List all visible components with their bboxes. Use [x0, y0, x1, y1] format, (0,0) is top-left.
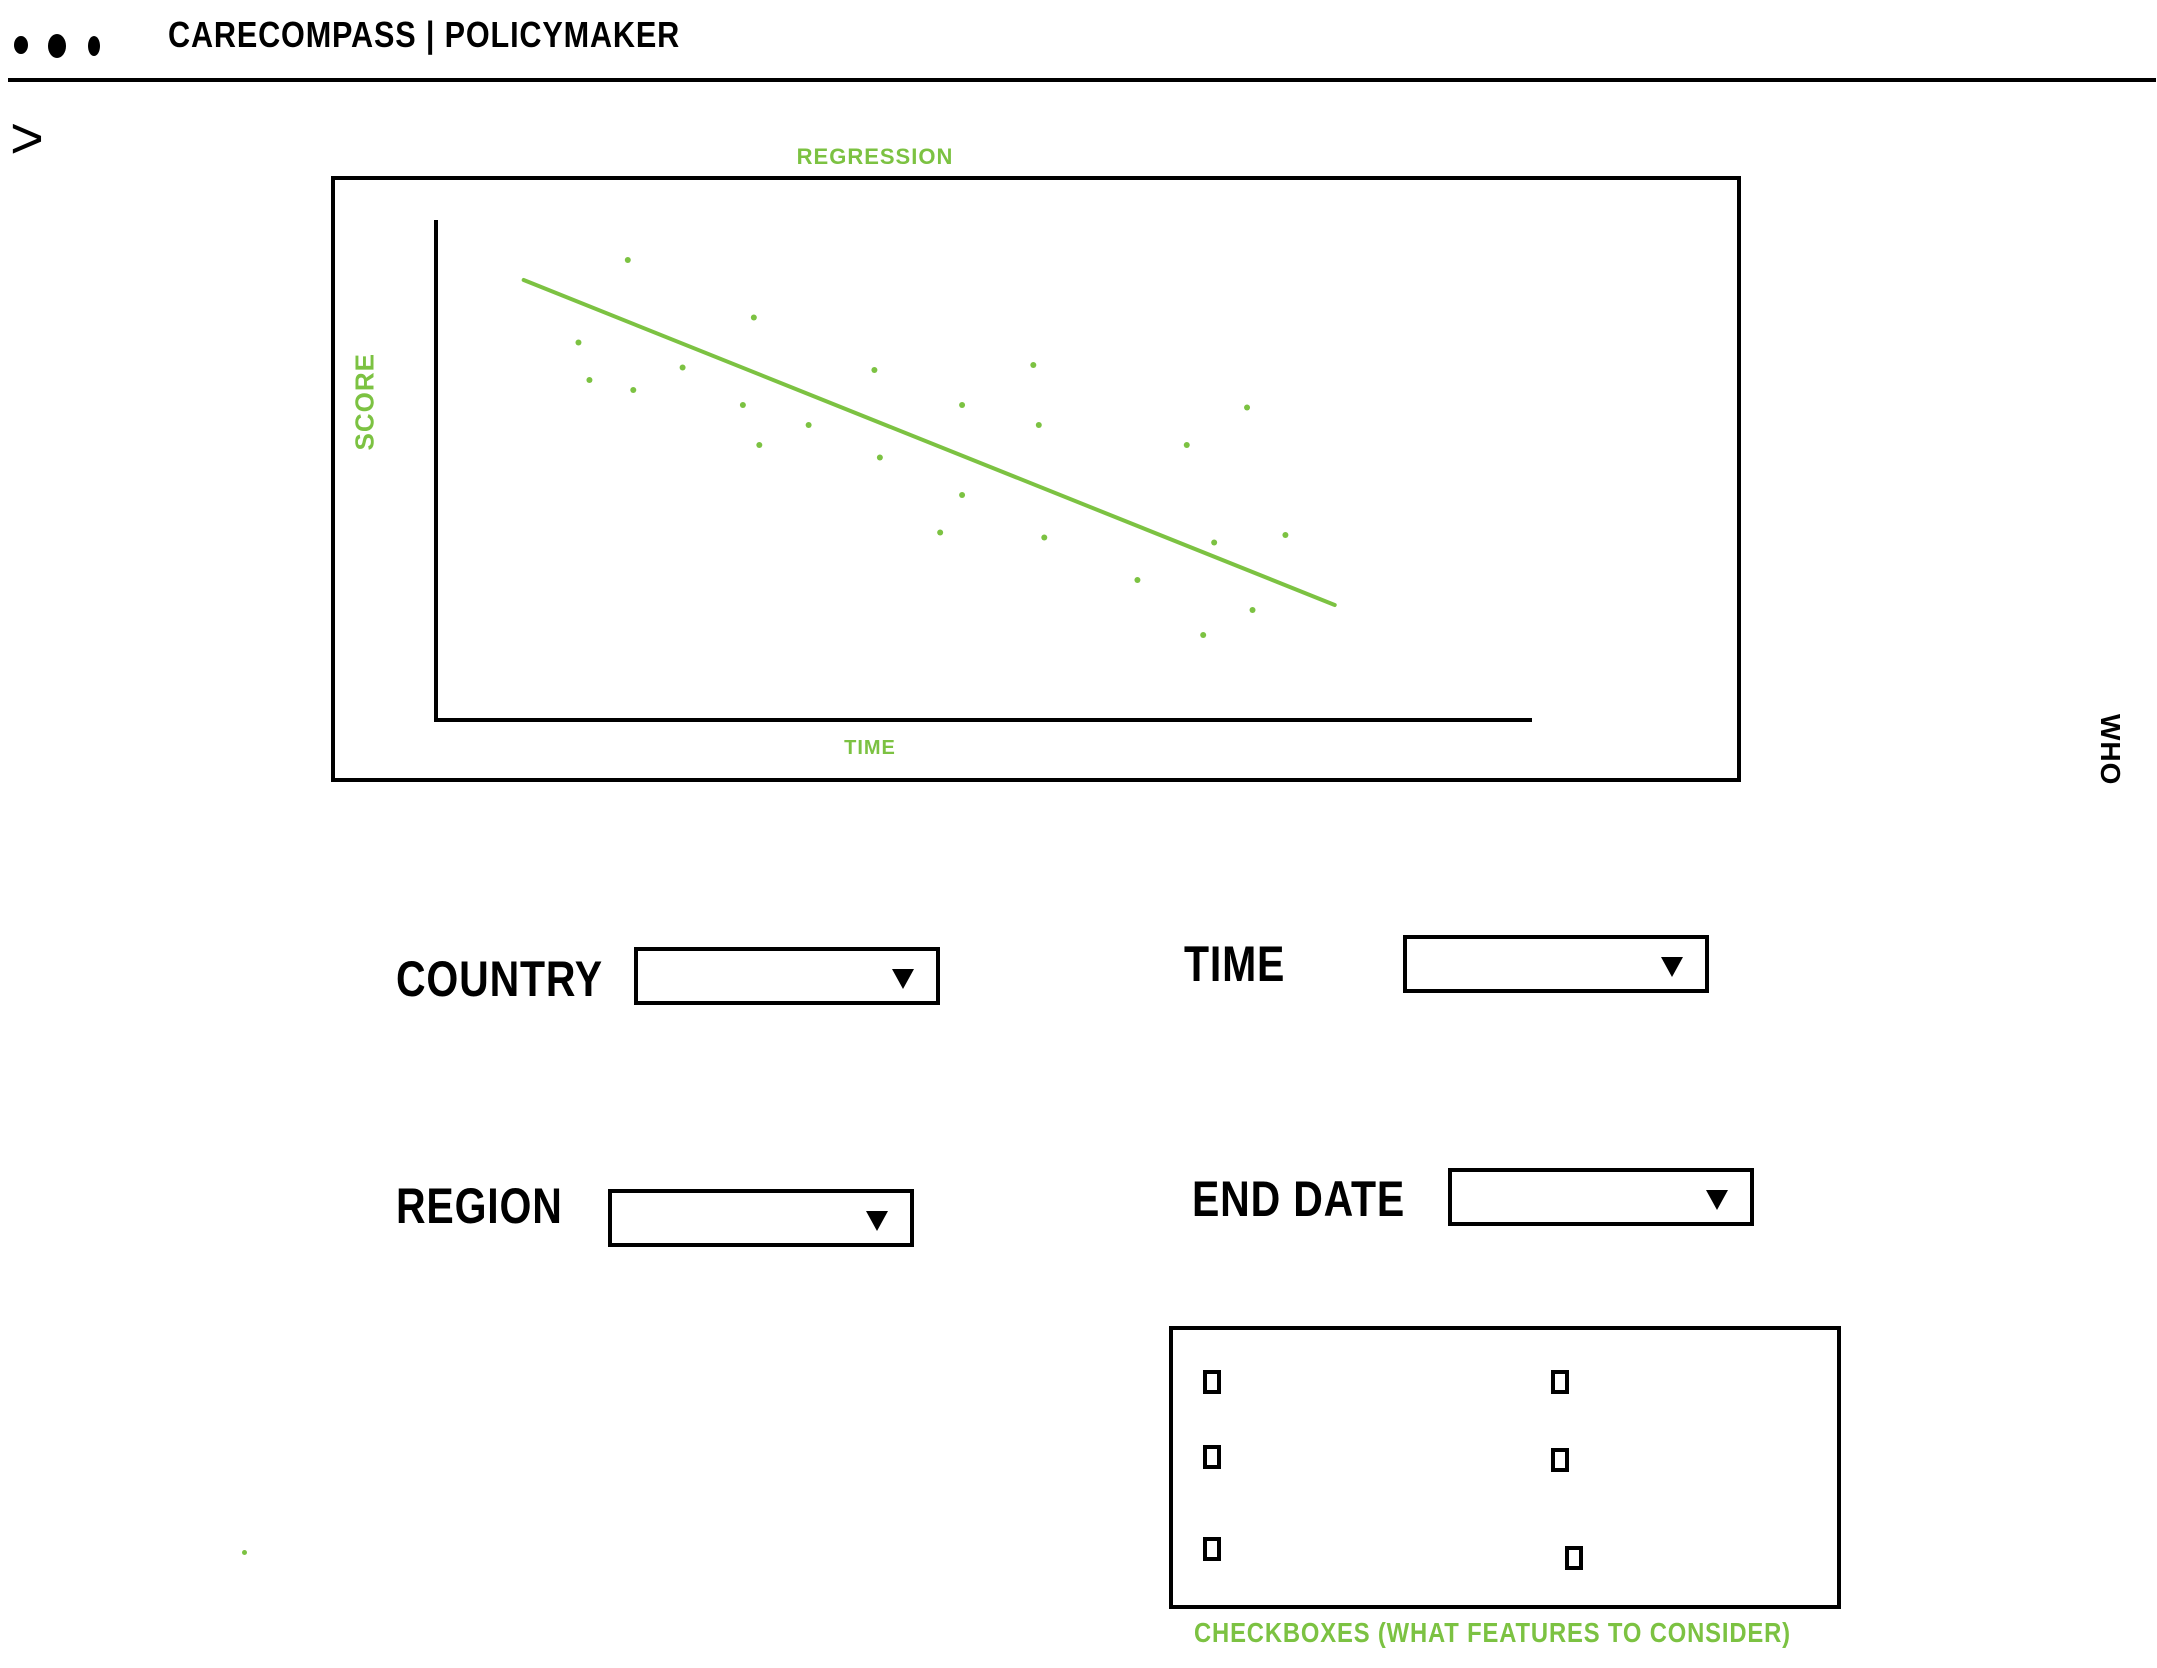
region-label: REGION	[396, 1178, 563, 1234]
region-dropdown[interactable]	[608, 1189, 914, 1247]
data-point	[756, 442, 763, 448]
data-point	[679, 364, 686, 371]
data-point	[1249, 607, 1256, 613]
end-date-label: END DATE	[1192, 1171, 1406, 1227]
data-point	[624, 257, 631, 263]
data-point	[959, 402, 966, 408]
feature-checkbox-1[interactable]	[1203, 1370, 1221, 1394]
data-point	[871, 367, 878, 373]
feature-checkbox-caption: CHECKBOXES (WHAT FEATURES TO CONSIDER)	[1194, 1617, 1791, 1648]
data-point	[1211, 539, 1218, 546]
data-point	[1244, 404, 1251, 411]
country-dropdown[interactable]	[634, 947, 940, 1005]
stray-mark	[242, 1550, 247, 1555]
chevron-down-icon	[1661, 957, 1683, 977]
data-point	[1200, 632, 1207, 638]
time-dropdown[interactable]	[1403, 935, 1709, 993]
data-point	[750, 314, 757, 321]
data-point	[959, 492, 966, 498]
data-point	[630, 387, 637, 393]
side-label: WHO	[2095, 714, 2126, 786]
chevron-down-icon	[1706, 1190, 1728, 1210]
feature-checkbox-panel	[1169, 1326, 1841, 1609]
app-title: CARECOMPASS | POLICYMAKER	[168, 14, 681, 55]
regression-line	[521, 278, 1337, 607]
chevron-down-icon	[892, 969, 914, 989]
data-point	[805, 422, 812, 428]
feature-checkbox-2[interactable]	[1203, 1445, 1221, 1469]
window-dot-3[interactable]	[88, 36, 100, 56]
regression-chart-panel	[331, 176, 1741, 782]
window-dot-2[interactable]	[48, 34, 66, 58]
data-point	[1030, 362, 1037, 368]
data-point	[586, 377, 593, 383]
end-date-dropdown[interactable]	[1448, 1168, 1754, 1226]
data-point	[937, 529, 944, 536]
data-point	[1282, 532, 1289, 538]
chart-title: REGRESSION	[796, 144, 954, 169]
data-point	[1035, 422, 1042, 428]
chart-x-axis-label: TIME	[844, 737, 896, 759]
header-divider	[8, 78, 2156, 82]
sidebar-toggle-chevron-icon[interactable]: >	[10, 106, 44, 171]
feature-checkbox-5[interactable]	[1551, 1448, 1569, 1472]
feature-checkbox-6[interactable]	[1565, 1546, 1583, 1570]
window-dot-1[interactable]	[14, 36, 28, 54]
data-point	[1183, 442, 1190, 448]
data-point	[1134, 577, 1141, 583]
data-point	[1041, 534, 1048, 541]
feature-checkbox-3[interactable]	[1203, 1537, 1221, 1561]
feature-checkbox-4[interactable]	[1551, 1370, 1569, 1394]
data-point	[876, 454, 883, 461]
country-label: COUNTRY	[396, 951, 603, 1007]
data-point	[575, 339, 582, 346]
time-label: TIME	[1184, 936, 1286, 992]
data-point	[739, 402, 746, 408]
chevron-down-icon	[866, 1211, 888, 1231]
